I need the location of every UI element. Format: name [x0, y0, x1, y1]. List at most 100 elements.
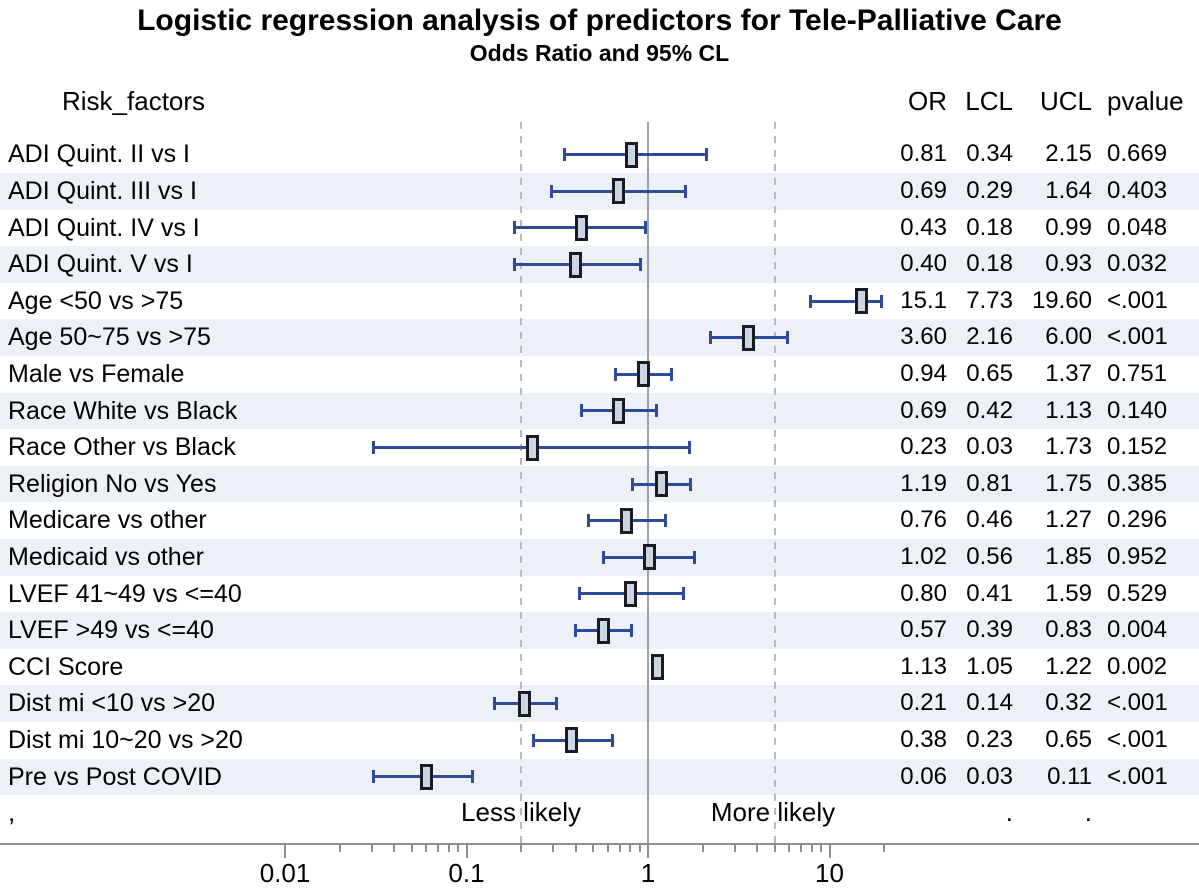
cell-or: 0.43	[900, 213, 947, 241]
odds-ratio-marker	[518, 690, 532, 717]
cell-lcl: 0.03	[966, 762, 1013, 790]
col-header-ucl: UCL	[1039, 86, 1092, 116]
x-axis-minor-tick	[733, 845, 736, 852]
row-label: ADI Quint. IV vs I	[8, 213, 200, 242]
ci-cap-right	[879, 294, 883, 308]
cell-pvalue: <.001	[1107, 689, 1168, 717]
x-axis-minor-tick	[810, 845, 813, 852]
ci-cap-right	[688, 441, 692, 454]
cell-ucl: 1.22	[1045, 652, 1092, 680]
x-axis-minor-tick	[338, 845, 341, 852]
cell-or: 0.76	[900, 506, 947, 534]
ci-cap-right	[630, 624, 634, 637]
cell-lcl: 0.29	[966, 177, 1013, 204]
cell-pvalue: <.001	[1107, 726, 1168, 753]
cell-lcl: 0.14	[966, 689, 1013, 717]
ci-cap-left	[586, 514, 590, 528]
cell-or: 0.40	[900, 250, 947, 278]
odds-ratio-marker	[624, 141, 638, 168]
cell-lcl: 0.41	[966, 579, 1013, 607]
cell-pvalue: 0.032	[1107, 250, 1168, 278]
cell-or: 1.13	[900, 652, 947, 680]
cell-pvalue: 0.140	[1107, 396, 1168, 424]
cell-ucl: 0.11	[1047, 762, 1092, 790]
ci-cap-left	[573, 624, 577, 637]
row-label: Age 50~75 vs >75	[8, 323, 211, 352]
cell-pvalue: 0.385	[1107, 469, 1168, 497]
x-axis-minor-tick	[800, 845, 803, 852]
cell-or: 0.69	[900, 396, 947, 424]
x-axis-minor-tick	[592, 845, 595, 852]
row-label: Medicare vs other	[8, 506, 207, 535]
x-axis-minor-tick	[773, 845, 776, 852]
cell-ucl: 1.37	[1045, 360, 1092, 387]
row-label: LVEF 41~49 vs <=40	[8, 579, 242, 608]
x-axis-minor-tick	[393, 845, 396, 852]
cell-or: 0.80	[900, 579, 947, 607]
cell-pvalue: 0.002	[1107, 652, 1168, 680]
x-axis-minor-tick	[638, 845, 641, 852]
cell-pvalue: <.001	[1107, 762, 1168, 790]
cell-or: 1.02	[900, 543, 947, 570]
cell-pvalue: 0.751	[1107, 360, 1168, 387]
cell-or: 0.06	[900, 762, 947, 790]
x-axis: 0.01 0.1 1 10	[0, 843, 1199, 889]
x-axis-minor-tick	[447, 845, 450, 852]
odds-ratio-marker	[651, 654, 665, 681]
ci-cap-left	[579, 404, 583, 418]
row-label: ADI Quint. II vs I	[8, 140, 190, 169]
x-axis-minor-tick	[618, 845, 621, 852]
ci-cap-left	[577, 587, 581, 601]
col-header-or: OR	[908, 86, 947, 116]
cell-ucl: 0.83	[1045, 616, 1092, 644]
cell-ucl: 1.85	[1045, 543, 1092, 570]
cell-pvalue: 0.004	[1107, 616, 1168, 644]
x-axis-minor-tick	[629, 845, 632, 852]
ci-cap-left	[809, 294, 813, 308]
col-header-lcl: LCL	[965, 86, 1013, 116]
row-stripe	[0, 539, 1199, 576]
odds-ratio-marker	[419, 763, 433, 790]
cell-ucl: 0.32	[1045, 689, 1092, 717]
cell-lcl: 0.81	[966, 469, 1013, 497]
odds-ratio-marker	[597, 617, 611, 644]
cell-ucl: 0.99	[1045, 213, 1092, 241]
row-stripe	[0, 758, 1199, 796]
cell-or: 0.94	[900, 360, 947, 387]
ci-cap-left	[708, 331, 712, 345]
ci-cap-right	[639, 258, 643, 271]
x-axis-minor-tick	[883, 845, 886, 852]
odds-ratio-marker	[612, 178, 626, 205]
cell-pvalue: <.001	[1107, 286, 1168, 314]
odds-ratio-marker	[569, 251, 583, 278]
cell-lcl: 0.23	[966, 726, 1013, 753]
row-label: Medicaid vs other	[8, 543, 204, 571]
x-axis-minor-tick	[788, 845, 791, 852]
row-label: Male vs Female	[8, 360, 185, 388]
odds-ratio-marker	[643, 544, 657, 571]
x-axis-minor-tick	[552, 845, 555, 852]
cell-ucl: 1.59	[1045, 579, 1092, 607]
x-axis-major-tick	[647, 845, 649, 858]
row-stripe	[0, 465, 1199, 503]
ci-cap-left	[371, 441, 375, 454]
odds-ratio-marker	[619, 507, 633, 534]
ci-cap-left	[532, 733, 536, 747]
cell-or: 0.69	[900, 177, 947, 204]
ci-cap-left	[631, 477, 635, 491]
ci-cap-right	[555, 697, 559, 711]
ci-cap-right	[669, 367, 673, 381]
ci-cap-right	[683, 184, 687, 198]
odds-ratio-marker	[855, 288, 869, 315]
cell-lcl: 2.16	[966, 323, 1013, 351]
cell-pvalue: 0.952	[1107, 543, 1168, 570]
cell-ucl: 1.13	[1045, 396, 1092, 424]
row-stripe	[0, 319, 1199, 356]
cell-or: 0.21	[900, 689, 947, 717]
odds-ratio-marker	[655, 471, 669, 498]
x-axis-tick-label: 0.01	[259, 858, 311, 888]
cell-lcl: 0.65	[966, 360, 1013, 387]
cell-lcl: 0.39	[966, 616, 1013, 644]
x-axis-minor-tick	[574, 845, 577, 852]
